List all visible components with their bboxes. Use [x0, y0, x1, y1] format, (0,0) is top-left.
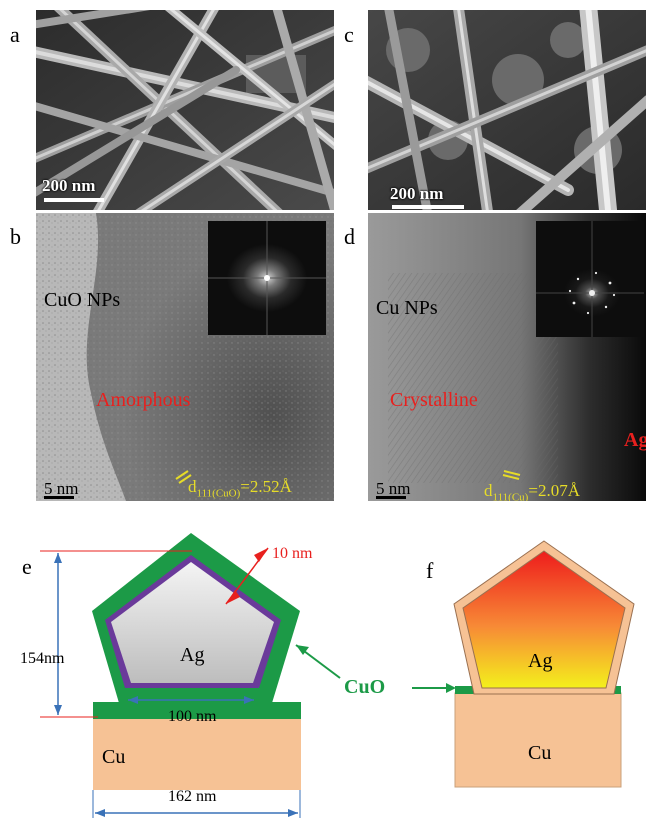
sem-nanowires-c — [368, 10, 646, 210]
d-value-b: =2.52Å — [240, 477, 292, 496]
base-arrow-right-e — [244, 696, 254, 704]
cuo-label: CuO — [344, 676, 386, 698]
fft-inset-d — [536, 221, 644, 337]
ag-core-e — [111, 562, 274, 683]
thickness-arrowhead-top-e — [254, 548, 268, 562]
material-label-b: CuO NPs — [44, 289, 121, 311]
panel-label-e: e — [22, 554, 32, 579]
panel-label-b: b — [10, 224, 21, 249]
base-arrow-left-e — [128, 696, 138, 704]
ag-label-e: Ag — [180, 644, 205, 666]
scale-bar-a: 200 nm — [42, 176, 122, 208]
d-symbol-d: d — [484, 481, 493, 500]
cuo-base-layer-e — [93, 702, 301, 719]
d-symbol-b: d — [188, 477, 197, 496]
sem-image-a: 200 nm — [36, 10, 334, 210]
ag-core-f — [462, 550, 626, 689]
lattice-marker-b — [175, 470, 192, 484]
sem-nanowires-a — [36, 10, 334, 210]
width-arrow-right-e — [288, 809, 298, 817]
tem-image-d: Cu NPs Crystalline Ag 5 nm d111(Cu)=2.07… — [368, 213, 646, 501]
ag-label-f: Ag — [528, 650, 553, 672]
lattice-marker-d — [502, 470, 521, 480]
scale-line-a — [44, 198, 104, 202]
phase-label-b: Amorphous — [96, 389, 191, 411]
scale-label-b: 5 nm — [44, 479, 79, 498]
material-label-d: Cu NPs — [376, 297, 438, 319]
scale-label-c: 200 nm — [390, 184, 444, 203]
scale-label-d: 5 nm — [376, 479, 411, 498]
cuo-pointer-head-e — [296, 645, 309, 655]
d-index-d: 111(Cu) — [492, 491, 529, 501]
thickness-label-e: 10 nm — [272, 545, 313, 562]
base-label-e: 100 nm — [168, 708, 217, 725]
cu-substrate-e — [93, 718, 301, 790]
cu-label-f: Cu — [528, 742, 552, 764]
scale-bar-b: 5 nm — [44, 479, 104, 501]
scale-line-d — [376, 496, 406, 499]
scale-bar-c: 200 nm — [390, 184, 480, 210]
ag-corner-label-d: Ag — [624, 429, 646, 451]
thickness-arrowhead-e — [226, 590, 240, 604]
width-label-e: 162 nm — [168, 788, 217, 805]
sem-image-c: 200 nm — [368, 10, 646, 210]
tem-image-b: CuO NPs Amorphous 5 nm d111(CuO)=2.52Å — [36, 213, 334, 501]
panel-label-a: a — [10, 22, 20, 47]
height-label-e: 154nm — [20, 650, 65, 667]
cuo-pointer-head-f — [446, 683, 456, 693]
height-arrow-bottom-e — [54, 705, 62, 715]
width-arrow-left-e — [95, 809, 105, 817]
scale-label-a: 200 nm — [42, 176, 96, 195]
d-index-b: 111(CuO) — [196, 487, 241, 500]
fft-inset-b — [208, 221, 326, 335]
fft-pattern-d — [536, 221, 644, 337]
fft-pattern-b — [208, 221, 326, 335]
d-spacing-b: d111(CuO)=2.52Å — [188, 477, 292, 499]
panel-label-d: d — [344, 224, 355, 249]
scale-line-c — [392, 205, 464, 209]
d-value-d: =2.07Å — [528, 481, 580, 500]
cu-substrate-f — [454, 692, 622, 788]
phase-label-d: Crystalline — [390, 389, 478, 411]
height-arrow-top-e — [54, 553, 62, 563]
scale-bar-d: 5 nm — [376, 479, 436, 501]
cu-label-e: Cu — [102, 746, 126, 768]
scale-line-b — [44, 496, 74, 499]
panel-label-f: f — [426, 558, 434, 583]
panel-label-c: c — [344, 22, 354, 47]
d-spacing-d: d111(Cu)=2.07Å — [484, 481, 580, 501]
